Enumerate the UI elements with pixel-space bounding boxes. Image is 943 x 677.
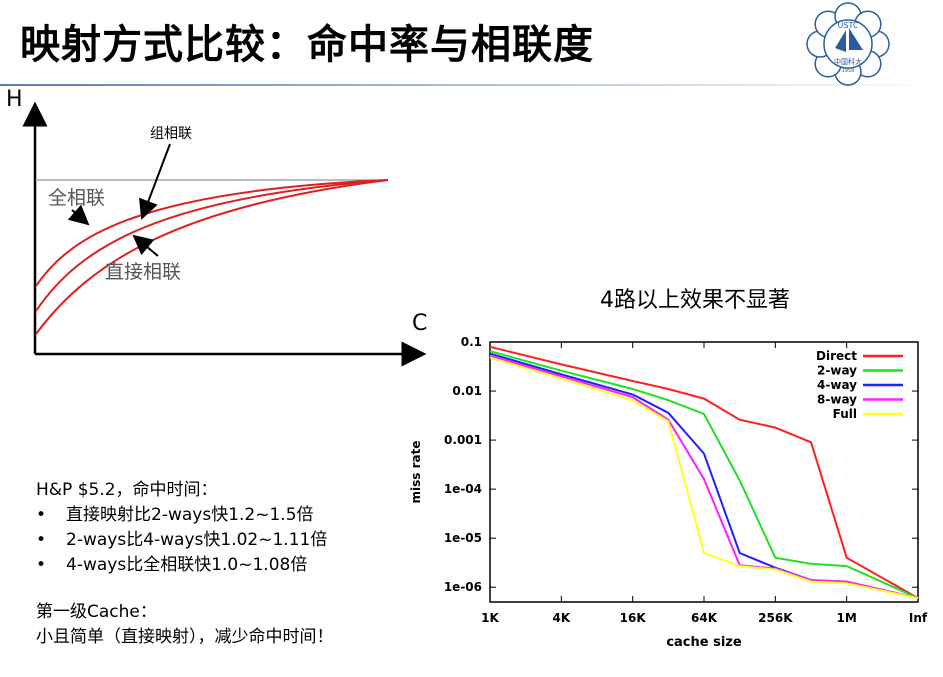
legend-label: 2-way	[817, 364, 857, 378]
x-tick-label: Inf	[909, 611, 928, 625]
x-tick-label: 1K	[481, 611, 499, 625]
curve-x-label: C	[412, 311, 427, 336]
logo-subtext: 中国科大	[834, 57, 862, 66]
footer-title: 第一级Cache：	[36, 602, 157, 622]
series-line-direct	[489, 345, 919, 599]
notes-block: H&P $5.2，命中时间： • 直接映射比2-ways快1.2~1.5倍 • 2-…	[36, 478, 334, 650]
y-tick-label: 1e-05	[444, 531, 482, 545]
bullet-icon: •	[36, 555, 47, 575]
page-title: 映射方式比较：命中率与相联度	[20, 22, 594, 68]
direct-mapped-curve	[35, 179, 389, 335]
set-assoc-label: 组相联	[150, 126, 192, 142]
bullet-text: 直接映射比2-ways快1.2~1.5倍	[66, 505, 314, 525]
notes-bullets: • 直接映射比2-ways快1.2~1.5倍 • 2-ways比4-ways快1.0…	[36, 503, 334, 578]
direct-label: 直接相联	[105, 261, 181, 283]
bullet-text: 4-ways比全相联快1.0~1.08倍	[66, 555, 308, 575]
x-tick-label: 64K	[691, 611, 718, 625]
legend-label: Direct	[816, 349, 857, 363]
set-assoc-arrow	[139, 143, 171, 220]
logo-text: USTC	[838, 21, 859, 30]
series-line-8-way	[489, 354, 919, 600]
y-tick-label: 1e-06	[444, 580, 482, 594]
legend-label: Full	[833, 407, 857, 421]
x-tick-label: 16K	[620, 611, 647, 625]
y-tick-label: 1e-04	[444, 482, 482, 496]
bullet-icon: •	[36, 505, 47, 525]
legend-label: 8-way	[817, 393, 857, 407]
series-line-2-way	[489, 350, 919, 600]
logo-year: 1958	[842, 68, 855, 74]
x-tick-label: 1M	[837, 611, 857, 625]
y-axis-label: miss rate	[409, 441, 423, 504]
direct-arrow	[132, 234, 159, 257]
fully-assoc-curve	[35, 179, 389, 287]
logo-inner-circle	[823, 19, 873, 69]
list-item: • 4-ways比全相联快1.0~1.08倍	[36, 553, 334, 578]
ustc-logo: USTC 中国科大 1958	[806, 2, 890, 86]
list-item: • 直接映射比2-ways快1.2~1.5倍	[36, 503, 334, 528]
list-item: • 2-ways比4-ways快1.02~1.11倍	[36, 528, 334, 553]
legend-label: 4-way	[817, 378, 857, 392]
y-tick-label: 0.1	[461, 335, 482, 349]
set-assoc-curve	[35, 179, 389, 312]
title-divider	[0, 84, 943, 86]
y-tick-label: 0.01	[452, 384, 482, 398]
footer-text: 小且简单（直接映射），减少命中时间！	[36, 627, 334, 647]
x-tick-label: 4K	[553, 611, 571, 625]
notes-heading: H&P $5.2，命中时间：	[36, 480, 218, 500]
fully-assoc-arrow	[67, 204, 90, 226]
x-tick-label: 256K	[758, 611, 793, 625]
logo-sail-icon	[835, 28, 863, 52]
curve-y-label: H	[6, 87, 23, 112]
x-axis-label: cache size	[666, 635, 742, 650]
fully-assoc-label: 全相联	[48, 187, 105, 209]
bullet-icon: •	[36, 530, 47, 550]
miss-rate-chart: 0.1 0.01 0.001 1e-04 1e-05 1e-06 1K 4K 16K 64K 256…	[409, 335, 928, 650]
series-line-full	[489, 356, 919, 600]
chart-heading: 4路以上效果不显著	[600, 288, 790, 313]
bullet-text: 2-ways比4-ways快1.02~1.11倍	[66, 530, 328, 550]
hit-rate-curve-figure: H C 组相联 全相联 直接相联	[6, 87, 427, 367]
y-tick-label: 0.001	[444, 433, 482, 447]
